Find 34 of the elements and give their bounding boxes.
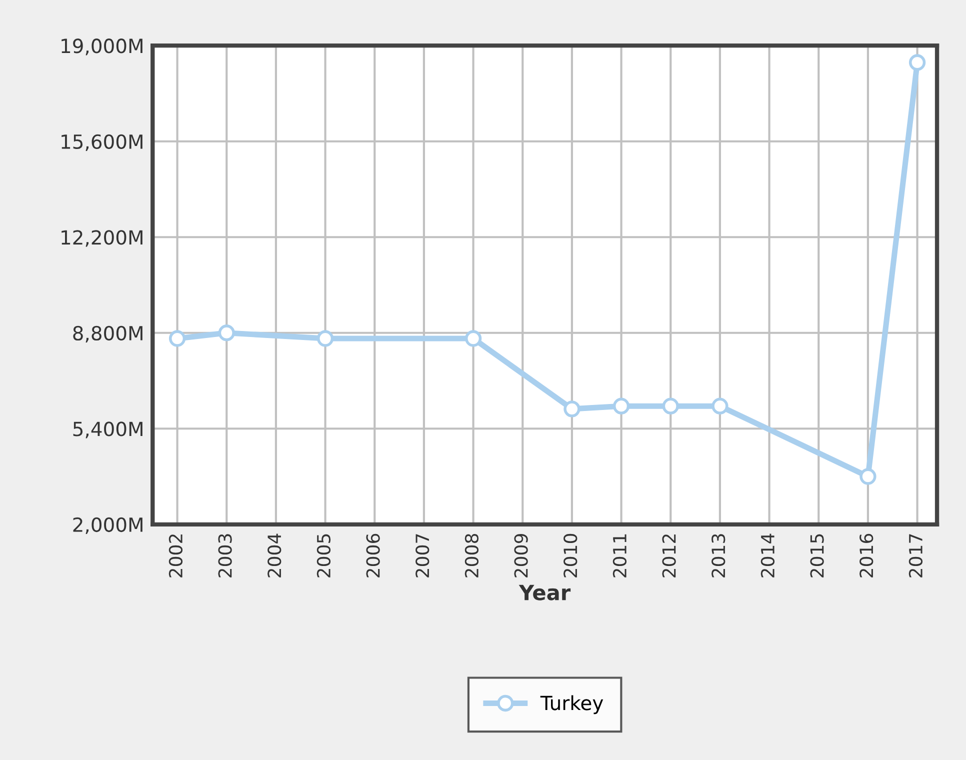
- y-tick-label: 8,800M: [73, 326, 142, 343]
- point: [168, 330, 186, 347]
- point: [860, 468, 876, 485]
- x-tick-label: 2006: [366, 534, 380, 578]
- x-tick-label: 2004: [268, 534, 282, 578]
- x-tick-label: 2016: [860, 534, 874, 578]
- point: [564, 400, 580, 418]
- point: [316, 330, 334, 347]
- legend-label: Turkey: [540, 695, 604, 714]
- x-tick-label: 2005: [316, 534, 331, 578]
- x-tick-label: 2012: [662, 534, 676, 578]
- y-tick-label: 5,400M: [73, 422, 142, 438]
- x-tick-label: 2014: [760, 534, 775, 578]
- y-tick-label: 12,200M: [62, 230, 142, 247]
- x-tick-label: 2007: [416, 534, 430, 578]
- y-tick-label: 19,000M: [62, 38, 142, 56]
- x-tick-label: 2008: [464, 534, 479, 578]
- x-tick-label: 2017: [908, 534, 923, 578]
- x-axis-title: Year: [518, 584, 571, 600]
- point: [662, 398, 679, 414]
- point: [218, 324, 235, 342]
- x-tick-label: 2011: [612, 534, 627, 578]
- point: [908, 54, 926, 71]
- y-tick-label: 15,600M: [62, 134, 142, 152]
- x-tick-label: 2002: [168, 534, 183, 578]
- x-tick-label: 2010: [564, 534, 578, 578]
- y-tick-label: 2,000M: [73, 517, 142, 534]
- point: [464, 330, 482, 347]
- x-tick-label: 2013: [712, 534, 726, 578]
- x-tick-label: 2009: [514, 534, 528, 578]
- point: [712, 398, 728, 414]
- x-tick-label: 2015: [810, 534, 824, 578]
- point: [612, 398, 630, 414]
- x-tick-label: 2003: [218, 534, 232, 578]
